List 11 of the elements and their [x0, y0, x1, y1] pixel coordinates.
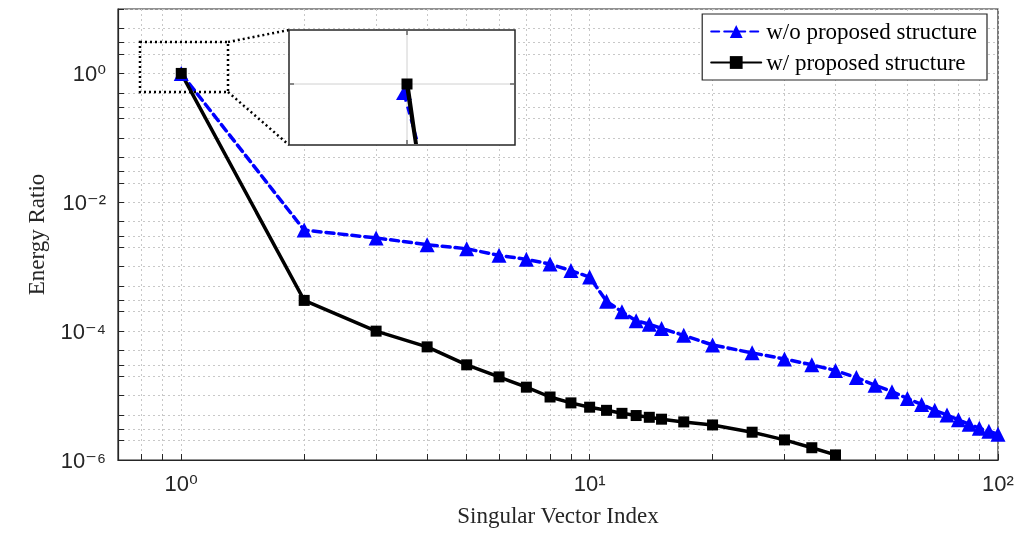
- x-axis-title: Singular Vector Index: [457, 503, 660, 528]
- x-tick-label: 10¹: [573, 470, 606, 496]
- y-axis-title: Energy Ratio: [24, 173, 49, 296]
- x-tick-label: 10²: [982, 470, 1014, 496]
- y-tick-label: 10⁻⁴: [60, 318, 106, 344]
- legend-label: w/ proposed structure: [766, 50, 966, 75]
- y-tick-label: 10⁻²: [62, 189, 106, 215]
- y-tick-label: 10⁻⁶: [60, 447, 106, 473]
- x-tick-label: 10⁰: [164, 470, 199, 496]
- legend-label: w/o proposed structure: [766, 19, 978, 44]
- y-tick-label: 10⁰: [72, 60, 107, 86]
